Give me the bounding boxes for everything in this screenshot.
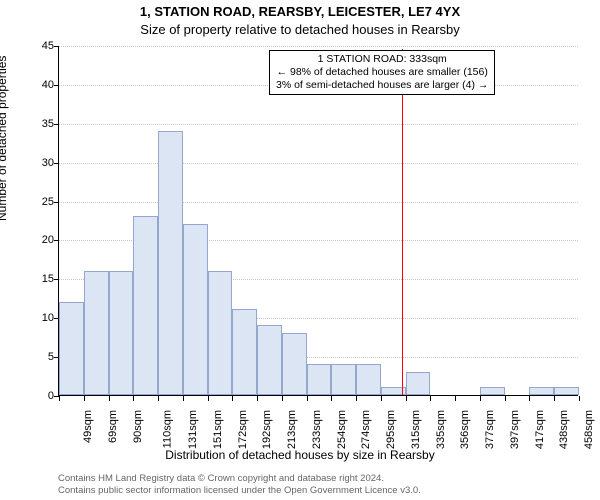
y-tick-mark — [54, 163, 59, 164]
y-tick-label: 40 — [14, 79, 54, 91]
x-tick-label: 172sqm — [237, 410, 249, 449]
grid-line — [59, 124, 578, 125]
x-tick-label: 458sqm — [583, 410, 595, 449]
y-tick-mark — [54, 240, 59, 241]
histogram-bar — [331, 364, 356, 395]
plot-area: 1 STATION ROAD: 333sqm ← 98% of detached… — [58, 46, 578, 396]
x-tick-label: 110sqm — [162, 410, 174, 448]
annotation-box: 1 STATION ROAD: 333sqm ← 98% of detached… — [269, 50, 495, 95]
x-tick-mark — [505, 396, 506, 401]
footer-line-1: Contains HM Land Registry data © Crown c… — [58, 473, 421, 484]
x-tick-label: 356sqm — [460, 410, 472, 449]
chart-title-description: Size of property relative to detached ho… — [0, 22, 600, 37]
x-tick-label: 131sqm — [187, 410, 199, 449]
x-tick-mark — [183, 396, 184, 401]
histogram-bar — [554, 387, 579, 395]
x-tick-mark — [406, 396, 407, 401]
y-tick-label: 15 — [14, 273, 54, 285]
x-tick-label: 417sqm — [534, 410, 546, 449]
histogram-bar — [84, 271, 109, 395]
y-tick-mark — [54, 202, 59, 203]
x-tick-mark — [208, 396, 209, 401]
x-tick-label: 69sqm — [107, 410, 119, 443]
x-tick-label: 397sqm — [509, 410, 521, 449]
chart-root: 1, STATION ROAD, REARSBY, LEICESTER, LE7… — [0, 0, 600, 500]
histogram-bar — [59, 302, 84, 395]
x-tick-label: 295sqm — [385, 410, 397, 449]
annotation-line-2: ← 98% of detached houses are smaller (15… — [276, 66, 488, 79]
x-axis-label: Distribution of detached houses by size … — [0, 448, 600, 462]
y-tick-label: 0 — [14, 390, 54, 402]
x-tick-mark — [579, 396, 580, 401]
x-tick-mark — [331, 396, 332, 401]
histogram-bar — [257, 325, 282, 395]
y-tick-mark — [54, 279, 59, 280]
histogram-bar — [356, 364, 381, 395]
x-tick-label: 49sqm — [82, 410, 94, 443]
x-tick-mark — [381, 396, 382, 401]
x-tick-mark — [109, 396, 110, 401]
x-tick-label: 438sqm — [559, 410, 571, 449]
marker-line — [402, 49, 403, 395]
x-tick-mark — [282, 396, 283, 401]
y-axis-label: Number of detached properties — [0, 56, 9, 221]
histogram-bar — [158, 131, 183, 395]
histogram-bar — [307, 364, 332, 395]
histogram-bar — [232, 309, 257, 395]
grid-line — [59, 163, 578, 164]
footer-attribution: Contains HM Land Registry data © Crown c… — [58, 473, 421, 496]
histogram-bar — [183, 224, 208, 395]
y-tick-mark — [54, 85, 59, 86]
y-tick-label: 25 — [14, 196, 54, 208]
histogram-bar — [480, 387, 505, 395]
x-tick-mark — [59, 396, 60, 401]
y-tick-label: 35 — [14, 118, 54, 130]
y-tick-mark — [54, 46, 59, 47]
x-tick-mark — [307, 396, 308, 401]
y-tick-label: 30 — [14, 157, 54, 169]
histogram-bar — [529, 387, 554, 395]
x-tick-mark — [455, 396, 456, 401]
x-tick-mark — [554, 396, 555, 401]
y-tick-label: 45 — [14, 40, 54, 52]
histogram-bar — [208, 271, 233, 395]
x-tick-label: 377sqm — [484, 410, 496, 449]
x-tick-label: 213sqm — [286, 410, 298, 449]
x-tick-label: 335sqm — [435, 410, 447, 449]
chart-title-address: 1, STATION ROAD, REARSBY, LEICESTER, LE7… — [0, 4, 600, 19]
x-tick-mark — [529, 396, 530, 401]
x-tick-mark — [480, 396, 481, 401]
x-tick-label: 192sqm — [261, 410, 273, 449]
x-tick-mark — [257, 396, 258, 401]
x-tick-label: 254sqm — [336, 410, 348, 449]
x-tick-label: 90sqm — [132, 410, 144, 443]
x-tick-mark — [133, 396, 134, 401]
y-tick-mark — [54, 124, 59, 125]
annotation-line-3: 3% of semi-detached houses are larger (4… — [276, 79, 488, 92]
x-tick-label: 151sqm — [212, 410, 224, 449]
x-tick-mark — [158, 396, 159, 401]
y-tick-label: 5 — [14, 351, 54, 363]
histogram-bar — [282, 333, 307, 395]
x-tick-mark — [356, 396, 357, 401]
x-tick-mark — [430, 396, 431, 401]
histogram-bar — [109, 271, 134, 395]
x-tick-label: 274sqm — [361, 410, 373, 449]
x-tick-mark — [232, 396, 233, 401]
x-tick-mark — [84, 396, 85, 401]
annotation-line-1: 1 STATION ROAD: 333sqm — [276, 53, 488, 66]
x-tick-label: 315sqm — [410, 410, 422, 449]
x-tick-label: 233sqm — [311, 410, 323, 449]
footer-line-2: Contains public sector information licen… — [58, 485, 421, 496]
grid-line — [59, 202, 578, 203]
y-tick-label: 20 — [14, 234, 54, 246]
histogram-bar — [406, 372, 431, 395]
grid-line — [59, 46, 578, 47]
y-tick-label: 10 — [14, 312, 54, 324]
histogram-bar — [133, 216, 158, 395]
